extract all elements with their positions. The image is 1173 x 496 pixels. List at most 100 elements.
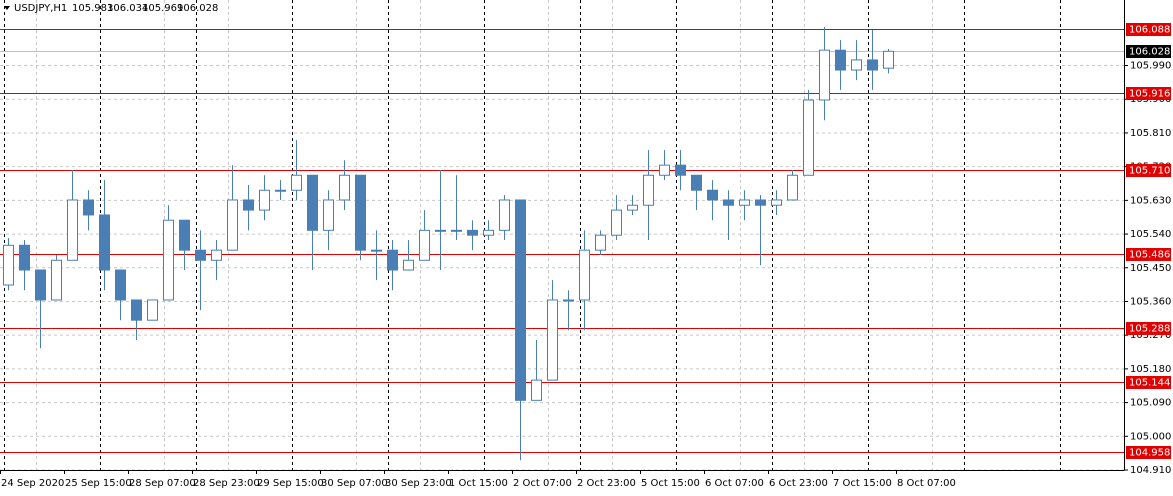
y-tick-label: 105.450 <box>1130 263 1171 274</box>
candle-body <box>691 174 702 191</box>
x-tick-label: 24 Sep 2020 <box>1 478 64 489</box>
symbol: USDJPY,H1 <box>14 3 67 14</box>
x-tick-label: 7 Oct 15:00 <box>833 478 892 489</box>
candle-body <box>483 229 494 236</box>
x-tick-label: 30 Sep 07:00 <box>321 478 388 489</box>
x-tick-label: 2 Oct 23:00 <box>577 478 636 489</box>
level-label-bg <box>1126 376 1171 389</box>
menu-arrow[interactable] <box>4 6 10 10</box>
candle-body <box>291 174 302 191</box>
x-tick-label: 5 Oct 15:00 <box>641 478 700 489</box>
levels <box>0 29 1124 453</box>
candle-body <box>339 174 350 201</box>
candle-body <box>611 209 622 236</box>
candle-body <box>851 59 862 71</box>
candle-body <box>499 199 510 231</box>
level-label-bg <box>1126 23 1171 36</box>
candle-body <box>595 234 606 251</box>
candle-body <box>195 249 206 261</box>
level-label: 105.486 <box>1129 250 1170 261</box>
candle-body <box>531 379 542 401</box>
y-tick-label: 105.810 <box>1130 128 1171 139</box>
ohlc-value: 105.969 <box>142 3 183 14</box>
candle-body <box>163 219 174 301</box>
candle-body <box>787 174 798 201</box>
candle-body <box>563 299 574 302</box>
candle-body <box>115 269 126 301</box>
candle-body <box>131 299 142 321</box>
ohlc-value: 106.034 <box>107 3 148 14</box>
y-tick-label: 105.270 <box>1130 330 1171 341</box>
y-tick-label: 105.990 <box>1130 61 1171 72</box>
x-tick-label: 29 Sep 15:00 <box>257 478 324 489</box>
level-label-bg <box>1126 164 1171 177</box>
candle-body <box>627 204 638 211</box>
candle-body <box>755 199 766 206</box>
level-label: 106.088 <box>1129 25 1170 36</box>
candle-body <box>643 174 654 206</box>
level-label-bg <box>1126 322 1171 335</box>
candle-body <box>259 189 270 211</box>
candle-body <box>147 299 158 321</box>
x-tick-label: 6 Oct 07:00 <box>705 478 764 489</box>
candle-body <box>3 244 14 286</box>
candle-body <box>451 229 462 232</box>
x-tick-label: 28 Sep 23:00 <box>193 478 260 489</box>
candle-body <box>419 229 430 261</box>
candle-body <box>867 59 878 71</box>
level-label-bg <box>1126 248 1171 261</box>
candle-body <box>19 244 30 271</box>
plot <box>3 26 894 461</box>
candle-body <box>243 199 254 211</box>
x-tick-label: 8 Oct 07:00 <box>897 478 956 489</box>
candle-body <box>883 50 894 69</box>
candle-body <box>675 164 686 176</box>
candle-body <box>371 249 382 252</box>
x-tick-label: 25 Sep 15:00 <box>65 478 132 489</box>
candle-body <box>307 174 318 231</box>
level-label: 105.710 <box>1129 166 1170 177</box>
candle-body <box>771 199 782 206</box>
level-label-bg <box>1126 87 1171 100</box>
candle-body <box>179 219 190 251</box>
y-tick-label: 105.360 <box>1130 296 1171 307</box>
candle-body <box>211 249 222 261</box>
candle-body <box>467 229 478 236</box>
x-tick-label: 6 Oct 23:00 <box>769 478 828 489</box>
candle-body <box>67 199 78 261</box>
candle-body <box>723 199 734 206</box>
candle-body <box>99 214 110 271</box>
ohlc-value: 105.983 <box>72 3 113 14</box>
level-label-bg <box>1126 446 1171 459</box>
candle-body <box>707 189 718 201</box>
level-label: 105.288 <box>1129 324 1170 335</box>
candle-body <box>819 49 830 101</box>
candle-body <box>275 189 286 192</box>
candle-body <box>579 249 590 301</box>
candle-body <box>659 164 670 176</box>
y-tick-label: 105.180 <box>1130 364 1171 375</box>
candle-body <box>739 199 750 206</box>
x-tick-label: 30 Sep 23:00 <box>385 478 452 489</box>
candle-body <box>35 269 46 301</box>
candle-body <box>83 199 94 216</box>
candle-body <box>51 259 62 301</box>
candle-body <box>387 249 398 271</box>
y-tick-label: 104.910 <box>1130 465 1171 476</box>
level-label: 105.144 <box>1129 378 1170 389</box>
x-tick-label: 2 Oct 07:00 <box>513 478 572 489</box>
last-price-bg <box>1126 45 1171 58</box>
candle-body <box>835 49 846 71</box>
y-tick-label: 105.090 <box>1130 398 1171 409</box>
ohlc-value: 106.028 <box>177 3 218 14</box>
y-tick-label: 105.630 <box>1130 195 1171 206</box>
candle-body <box>515 199 526 401</box>
level-label: 105.916 <box>1129 89 1170 100</box>
x-tick-label: 1 Oct 15:00 <box>449 478 508 489</box>
candle-body <box>803 99 814 176</box>
axis: 105.990105.900105.810105.720105.630105.5… <box>0 23 1171 489</box>
candle-body <box>227 199 238 251</box>
y-tick-label: 105.540 <box>1130 229 1171 240</box>
